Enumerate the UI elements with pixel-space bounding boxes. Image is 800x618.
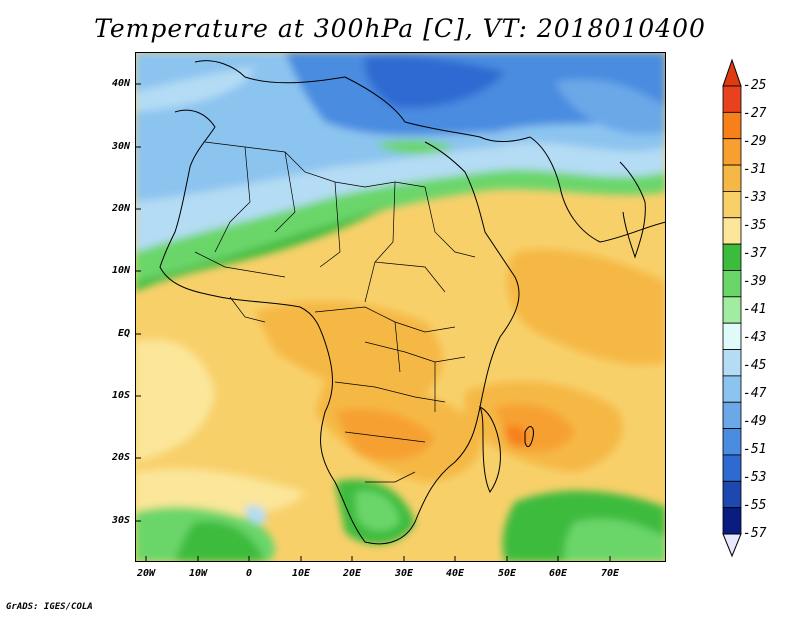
y-tick-label: 30S xyxy=(111,515,130,526)
colorbar-label: -37 xyxy=(743,246,767,261)
colorbar-cell xyxy=(722,243,742,271)
colorbar-cell xyxy=(722,428,742,456)
colorbar-cell xyxy=(722,322,742,350)
y-tick-label: 10S xyxy=(111,390,130,401)
colorbar-label: -47 xyxy=(743,386,767,401)
colorbar-label: -41 xyxy=(743,302,767,317)
colorbar-label: -39 xyxy=(743,274,767,289)
y-tick-label: 20N xyxy=(111,203,130,214)
y-tick-label: 10N xyxy=(111,265,130,276)
colorbar-top-arrow xyxy=(722,58,742,87)
grads-credit: GrADS: IGES/COLA xyxy=(6,602,93,612)
colorbar-cells xyxy=(722,85,742,535)
colorbar-label: -27 xyxy=(743,106,767,121)
x-tick-label: 20E xyxy=(342,568,362,579)
colorbar-label: -51 xyxy=(743,442,767,457)
colorbar-cell xyxy=(722,270,742,298)
y-tick-label: EQ xyxy=(117,328,130,339)
country-borders xyxy=(194,141,476,483)
colorbar-bottom-arrow xyxy=(722,533,742,558)
x-tick-label: 50E xyxy=(497,568,517,579)
colorbar-cell xyxy=(722,217,742,245)
x-tick-label: 0 xyxy=(245,568,253,579)
x-tick-label: 30E xyxy=(394,568,414,579)
x-tick-label: 10E xyxy=(291,568,311,579)
colorbar-label: -31 xyxy=(743,162,767,177)
x-tick-label: 60E xyxy=(548,568,568,579)
colorbar-label: -35 xyxy=(743,218,767,233)
colorbar-cell xyxy=(722,296,742,324)
temperature-map xyxy=(135,52,667,562)
map-plot xyxy=(135,52,667,562)
temperature-field xyxy=(135,52,666,562)
colorbar-cell xyxy=(722,454,742,482)
colorbar-label: -29 xyxy=(743,134,767,149)
colorbar-label: -33 xyxy=(743,190,767,205)
colorbar xyxy=(722,58,742,558)
colorbar-cell xyxy=(722,164,742,192)
colorbar-cell xyxy=(722,480,742,509)
colorbar-cell xyxy=(722,191,742,219)
colorbar-label: -57 xyxy=(743,526,767,541)
colorbar-cell xyxy=(722,349,742,377)
y-tick-label: 30N xyxy=(111,141,130,152)
colorbar-cell xyxy=(722,111,742,140)
colorbar-label: -55 xyxy=(743,498,767,513)
x-tick-label: 70E xyxy=(600,568,620,579)
colorbar-label: -45 xyxy=(743,358,767,373)
colorbar-cell xyxy=(722,375,742,403)
colorbar-cell xyxy=(722,401,742,429)
colorbar-label: -43 xyxy=(743,330,767,345)
colorbar-label: -53 xyxy=(743,470,767,485)
colorbar-label: -25 xyxy=(743,78,767,93)
coastlines xyxy=(159,60,667,545)
y-tick-label: 40N xyxy=(111,78,130,89)
x-tick-label: 40E xyxy=(445,568,465,579)
colorbar-label: -49 xyxy=(743,414,767,429)
map-title: Temperature at 300hPa [C], VT: 201801040… xyxy=(94,14,706,43)
x-tick-label: 20W xyxy=(136,568,156,579)
map-frame xyxy=(135,52,666,562)
y-tick-label: 20S xyxy=(111,452,130,463)
colorbar-cell xyxy=(722,507,742,535)
x-tick-label: 10W xyxy=(188,568,208,579)
colorbar-cell xyxy=(722,85,742,113)
colorbar-cell xyxy=(722,138,742,166)
